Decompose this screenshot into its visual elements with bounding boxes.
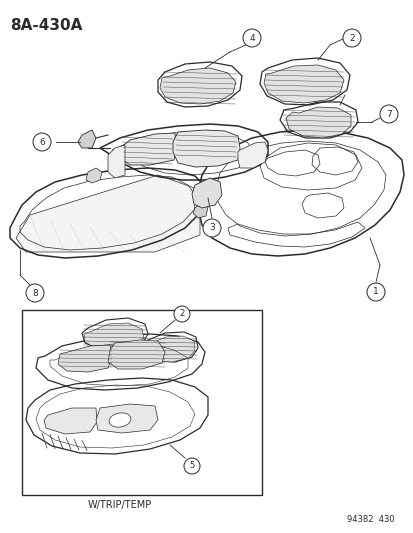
Polygon shape [142,336,195,362]
Text: 7: 7 [385,109,391,118]
Text: 6: 6 [39,138,45,147]
Circle shape [379,105,397,123]
Text: 5: 5 [189,462,194,471]
Polygon shape [16,175,199,252]
Polygon shape [108,340,165,369]
Circle shape [366,283,384,301]
Text: 2: 2 [179,310,184,319]
Text: 3: 3 [209,223,214,232]
Text: 4: 4 [249,34,254,43]
Polygon shape [78,130,96,148]
Text: W/TRIP/TEMP: W/TRIP/TEMP [88,500,152,510]
Polygon shape [173,130,240,167]
Bar [22,310,261,495]
Polygon shape [108,145,125,178]
Polygon shape [84,323,144,351]
Text: 94382  430: 94382 430 [347,515,394,524]
Circle shape [342,29,360,47]
Circle shape [33,133,51,151]
Ellipse shape [109,413,131,427]
Polygon shape [192,178,221,208]
Polygon shape [285,107,350,138]
Polygon shape [120,133,176,165]
Polygon shape [86,168,102,183]
Text: 8: 8 [32,288,38,297]
Polygon shape [44,408,97,434]
Text: 1: 1 [372,287,378,296]
Polygon shape [237,142,267,168]
Circle shape [183,458,199,474]
Text: 8A-430A: 8A-430A [10,18,82,33]
Polygon shape [96,404,158,433]
Polygon shape [192,202,207,218]
Circle shape [173,306,190,322]
Circle shape [26,284,44,302]
Text: 2: 2 [348,34,354,43]
Circle shape [202,219,221,237]
Circle shape [242,29,260,47]
Polygon shape [58,345,112,372]
Polygon shape [159,68,235,104]
Polygon shape [263,65,343,103]
